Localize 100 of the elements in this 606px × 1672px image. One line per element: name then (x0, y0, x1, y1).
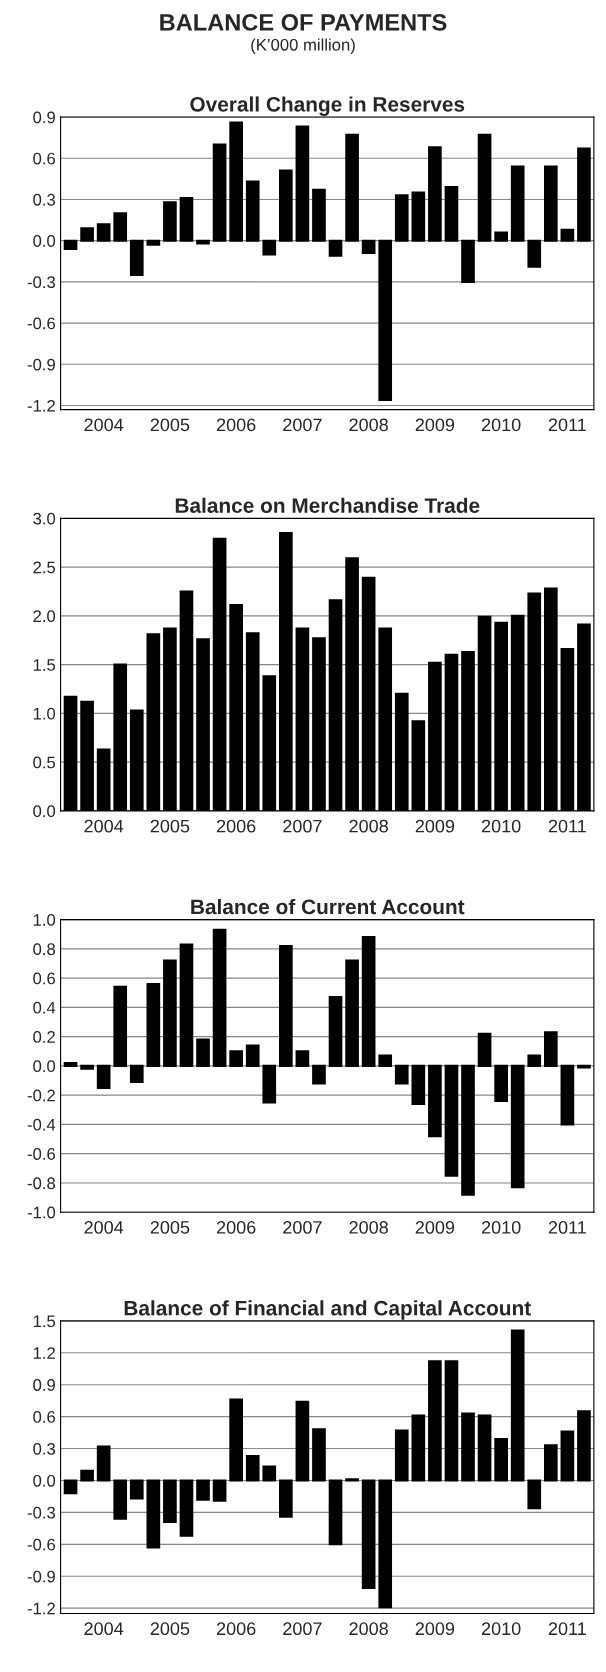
bar (113, 1479, 128, 1520)
bar (328, 239, 343, 257)
bar (527, 1479, 542, 1510)
x-tick-label: 2006 (216, 418, 256, 432)
bar (328, 1479, 343, 1546)
bar (345, 959, 359, 1067)
bar (212, 928, 227, 1067)
bar (262, 1465, 277, 1482)
x-tick-label: 2010 (481, 819, 521, 833)
x-tick-label: 2004 (84, 819, 124, 833)
bar (394, 1064, 409, 1085)
bar (560, 228, 575, 242)
bar (494, 1064, 508, 1103)
bar (477, 1414, 492, 1482)
bar (461, 1064, 475, 1196)
y-tick-label: -0.3 (27, 1506, 56, 1519)
y-tick-label: 0.6 (33, 152, 56, 165)
bar (543, 1444, 558, 1482)
bar (80, 1064, 94, 1070)
y-tick-label: 1.0 (33, 707, 56, 720)
text: BALANCE OF PAYMENTS (160, 14, 447, 31)
bar (113, 985, 128, 1067)
y-tick-label: -1.2 (27, 399, 55, 412)
bar (510, 1064, 525, 1189)
x-tick-label: 2008 (349, 1622, 388, 1636)
bar (560, 1430, 575, 1482)
bar (212, 143, 227, 242)
x-tick-label: 2005 (150, 1622, 190, 1636)
y-tick-label: 3.0 (33, 512, 56, 525)
bar (477, 133, 492, 242)
bar (96, 1064, 111, 1089)
y-tick-label: 0.5 (33, 756, 56, 769)
bar (279, 1479, 293, 1518)
bar (262, 1064, 277, 1104)
y-tick-label: 0.3 (33, 193, 56, 206)
x-tick-label: 2005 (150, 819, 190, 833)
y-tick-label: 0.2 (33, 1031, 55, 1043)
bar (477, 1032, 492, 1067)
bar (295, 125, 310, 242)
y-tick-label: 0.0 (33, 1060, 56, 1073)
x-tick-label: 2006 (216, 1221, 256, 1234)
x-tick-label: 2004 (84, 1221, 124, 1234)
bar (279, 169, 293, 242)
bar (394, 1429, 409, 1482)
x-tick-label: 2010 (481, 418, 521, 432)
y-tick-label: 1.5 (33, 659, 56, 671)
x-tick-label: 2009 (415, 418, 455, 432)
chart-title: Balance on Merchandise Trade (175, 497, 480, 513)
bar (179, 1479, 194, 1537)
y-tick-label: 0.4 (33, 1001, 56, 1014)
bar (196, 239, 210, 245)
y-tick-label: 0.0 (33, 805, 56, 818)
y-tick-label: 2.5 (33, 561, 56, 574)
y-tick-label: 0.3 (33, 1442, 56, 1455)
x-tick-label: 2007 (283, 1622, 322, 1636)
y-tick-label: -0.9 (27, 358, 55, 371)
bar (245, 180, 260, 242)
x-tick-label: 2005 (150, 418, 190, 432)
x-tick-label: 2007 (283, 819, 322, 833)
bar (179, 943, 194, 1067)
bar (113, 212, 128, 242)
x-tick-label: 2006 (216, 1622, 256, 1636)
bar (146, 982, 161, 1067)
bar (527, 239, 542, 268)
x-tick-label: 2011 (548, 1221, 586, 1234)
bar (295, 1400, 310, 1482)
bar (63, 1479, 78, 1495)
bar (196, 1479, 210, 1501)
bar (444, 1064, 459, 1177)
bar (163, 201, 177, 242)
bar (411, 1064, 426, 1105)
y-tick-label: -0.2 (27, 1089, 55, 1102)
chart-title: Overall Change in Reserves (190, 96, 465, 116)
x-tick-label: 2009 (415, 1622, 455, 1636)
bar (63, 1061, 78, 1067)
bar (96, 223, 111, 242)
bar (378, 1479, 393, 1609)
bar (312, 1064, 326, 1085)
y-tick-label: -0.4 (27, 1118, 56, 1131)
y-tick-label: -0.6 (27, 1538, 56, 1551)
y-tick-label: 1.5 (33, 1315, 56, 1328)
x-tick-label: 2008 (349, 1221, 388, 1234)
bar (444, 1360, 459, 1482)
x-tick-label: 2011 (548, 418, 586, 432)
bar (461, 239, 475, 283)
y-tick-label: 0.9 (33, 1379, 55, 1391)
y-tick-label: 0.8 (33, 943, 56, 956)
bar (394, 194, 409, 242)
bar (179, 197, 194, 242)
bar (444, 186, 459, 242)
bar (361, 239, 376, 255)
bar (577, 1410, 591, 1482)
bar (229, 1398, 243, 1482)
y-tick-label: 1.0 (33, 914, 56, 926)
bar (378, 1054, 393, 1067)
y-tick-label: 0.0 (33, 1474, 56, 1487)
x-tick-label: 2007 (283, 418, 322, 432)
bar (295, 1050, 310, 1067)
bar (361, 936, 376, 1067)
x-tick-label: 2004 (84, 1622, 124, 1636)
